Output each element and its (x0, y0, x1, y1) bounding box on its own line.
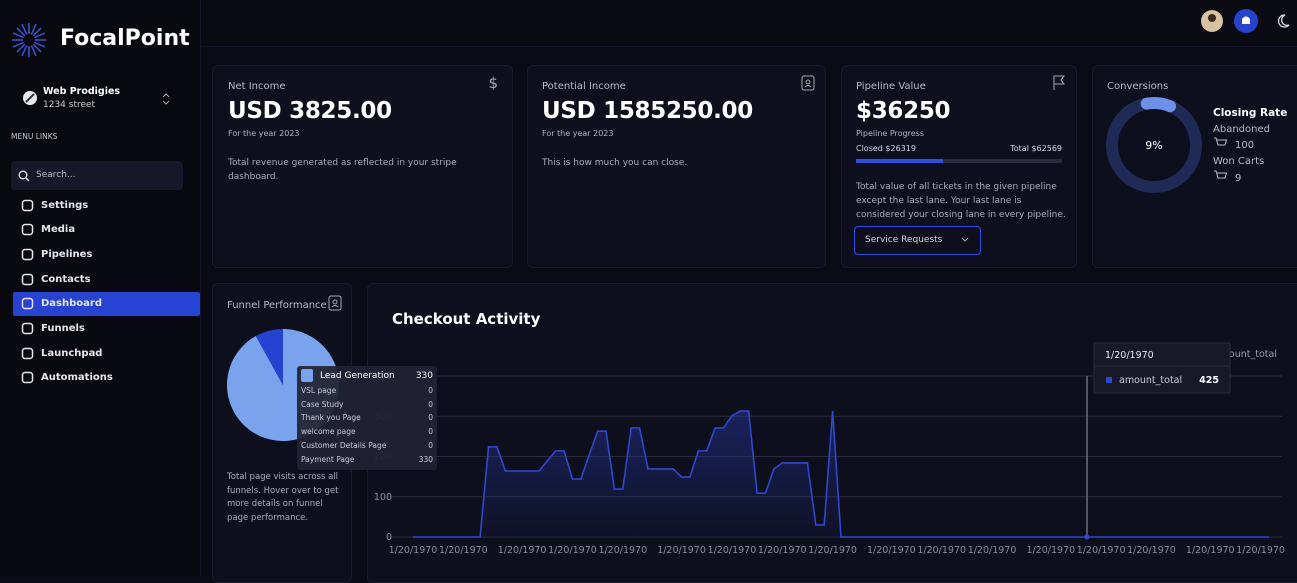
tooltip-row: VSL page 0 (301, 386, 433, 395)
card-title: Pipeline Value (856, 81, 926, 92)
top-bar (201, 0, 1297, 47)
chevron (961, 237, 969, 242)
search-placeholder: Search... (36, 170, 76, 180)
menu-text: Contacts (41, 273, 91, 285)
card-value: USD 3825.00 (228, 98, 392, 124)
tooltip-row: welcome page 0 (301, 427, 433, 436)
menu-icon (21, 322, 34, 335)
tooltip-row-value: 330 (418, 454, 433, 464)
logo (12, 23, 46, 57)
card-icon (801, 75, 815, 91)
menu-label: MENU LINKS (11, 132, 58, 141)
card-icon (328, 295, 342, 311)
brand: FocalPoint (60, 26, 190, 51)
menu-text: Automations (41, 372, 113, 384)
tooltip-row: Thank you Page 0 (301, 413, 433, 422)
tooltip-row-value: 0 (428, 427, 433, 437)
progress-track (856, 159, 1062, 163)
menu-text: Launchpad (41, 347, 103, 359)
tooltip-row-name: Case Study (301, 399, 344, 409)
card-icon: $ (488, 74, 498, 92)
workspace-address: 1234 street (43, 100, 96, 110)
select-value: Service Requests (865, 235, 943, 245)
menu-item[interactable]: Dashboard (13, 291, 200, 316)
card-value: $36250 (856, 98, 951, 124)
workspace-icon (23, 91, 37, 105)
menu-item[interactable]: Media (13, 218, 200, 242)
tooltip-title: Lead Generation (320, 371, 395, 381)
search-box[interactable]: Search... (11, 161, 183, 190)
card-title: Conversions (1107, 81, 1169, 92)
pipeline-select[interactable]: Service Requests (854, 226, 981, 255)
theme-toggle[interactable] (1277, 14, 1290, 28)
top-actions (1201, 9, 1290, 33)
card-description: This is how much you can close. (542, 158, 688, 168)
menu-item[interactable]: Settings (13, 193, 200, 217)
search-icon (18, 170, 30, 182)
menu-icon (21, 298, 34, 310)
progress-total: Total $62569 (1010, 144, 1062, 153)
workspace-name: Web Prodigies (43, 86, 121, 97)
menu-icon (21, 248, 34, 261)
progress-title: Pipeline Progress (856, 129, 924, 138)
tooltip-row-name: Customer Details Page (301, 440, 387, 450)
menu-item[interactable]: Funnels (13, 317, 200, 341)
chart-title: Checkout Activity (392, 310, 541, 328)
progress-closed: Closed $26319 (856, 144, 916, 153)
card-period: For the year 2023 (542, 129, 614, 138)
card-icon (1053, 75, 1065, 90)
card-title: Funnel Performance (227, 300, 327, 311)
menu-item[interactable]: Launchpad (13, 341, 200, 365)
tooltip-swatch (301, 369, 313, 382)
workspace-switch[interactable] (161, 93, 171, 105)
menu-item[interactable]: Contacts (13, 267, 200, 291)
pipeline-card: Pipeline Value $36250 Pipeline Progress … (841, 65, 1077, 268)
tooltip-row-name: Payment Page (301, 454, 355, 464)
conversions-card: Conversions (1092, 65, 1297, 268)
menu-icon (21, 199, 34, 211)
checkout-card: Checkout Activity (367, 283, 1297, 583)
menu-item[interactable]: Pipelines (13, 242, 200, 266)
menu-icon (21, 372, 34, 384)
menu-item[interactable]: Automations (13, 366, 200, 390)
menu-text: Settings (41, 199, 89, 211)
menu-text: Pipelines (41, 248, 93, 260)
menu-icon (21, 347, 34, 359)
tooltip-row: Customer Details Page 0 (301, 441, 433, 450)
menu-text: Dashboard (41, 298, 102, 310)
tooltip-row-name: welcome page (301, 427, 356, 437)
tooltip-row-value: 0 (428, 440, 433, 450)
tooltip-row-name: VSL page (301, 386, 337, 395)
tooltip-value: 330 (415, 371, 433, 381)
menu-text: Funnels (41, 323, 85, 334)
card-value: USD 1585250.00 (542, 98, 753, 124)
card-title: Potential Income (542, 81, 626, 92)
menu-icon (21, 273, 34, 285)
card-title: Net Income (228, 81, 286, 92)
tooltip-row: Case Study 0 (301, 400, 433, 409)
menu-icon (21, 223, 34, 236)
tooltip-row: Payment Page 330 (301, 455, 433, 464)
tooltip-row-value: 0 (428, 413, 433, 423)
potential-income-card: Potential Income USD 1585250.00 For the … (527, 65, 826, 268)
card-description: Total page visits across all funnels. Ho… (227, 472, 339, 523)
tooltip-row-name: Thank you Page (301, 413, 361, 423)
tooltip-row-value: 0 (428, 399, 433, 409)
progress-bar (856, 159, 943, 163)
card-description: Total revenue generated as reflected in … (228, 158, 457, 182)
menu-text: Media (41, 224, 76, 236)
net-income-card: Net Income $ USD 3825.00 For the year 20… (212, 65, 513, 268)
card-period: For the year 2023 (228, 129, 300, 138)
pie-tooltip: Lead Generation 330 VSL page 0 Case Study 0… (297, 366, 437, 470)
card-description: Total value of all tickets in the given … (856, 182, 1066, 220)
tooltip-row-value: 0 (428, 386, 433, 395)
